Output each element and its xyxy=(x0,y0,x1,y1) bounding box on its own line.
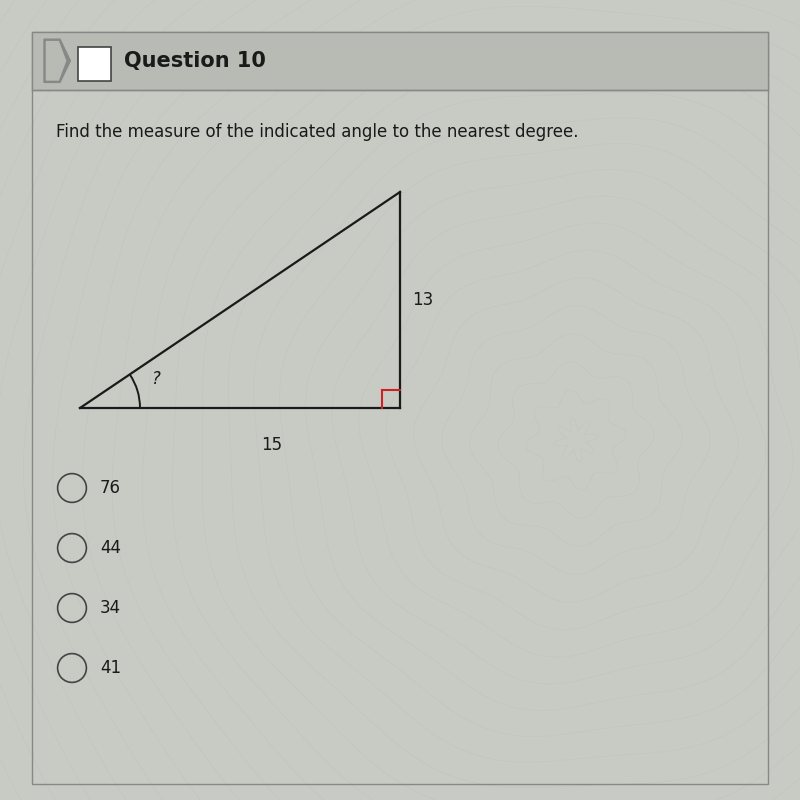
Text: 13: 13 xyxy=(412,291,434,309)
Text: 15: 15 xyxy=(262,436,282,454)
Text: 44: 44 xyxy=(100,539,121,557)
Text: 41: 41 xyxy=(100,659,121,677)
Polygon shape xyxy=(46,42,66,80)
Bar xyxy=(78,47,111,81)
Text: 34: 34 xyxy=(100,599,121,617)
Text: Find the measure of the indicated angle to the nearest degree.: Find the measure of the indicated angle … xyxy=(56,123,578,141)
Text: 76: 76 xyxy=(100,479,121,497)
Text: ?: ? xyxy=(152,370,161,388)
Polygon shape xyxy=(44,39,70,82)
Text: Question 10: Question 10 xyxy=(124,50,266,70)
Bar xyxy=(32,32,768,90)
